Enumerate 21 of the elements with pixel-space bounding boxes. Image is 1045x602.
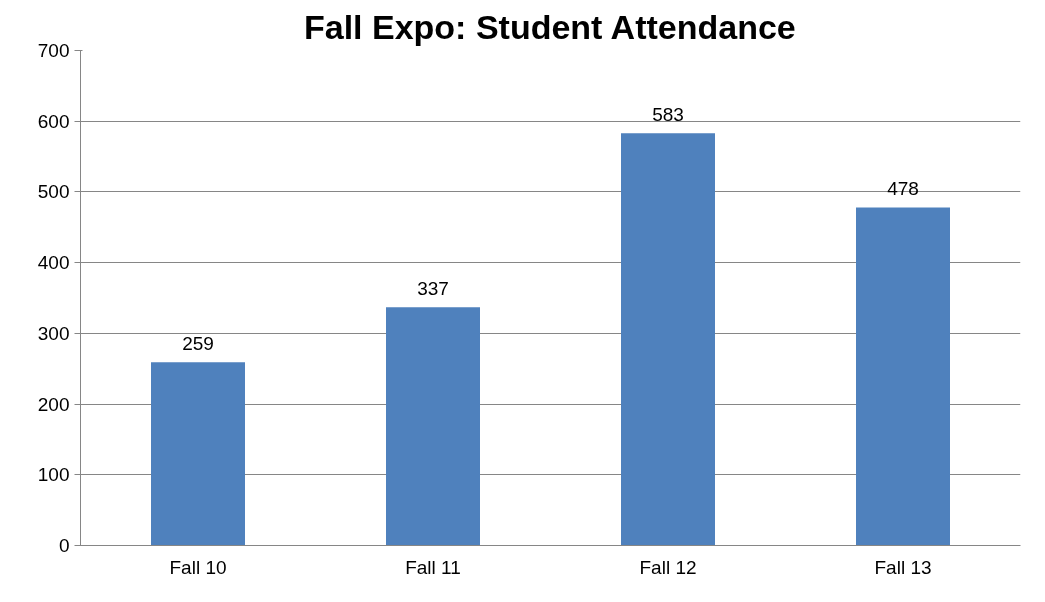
y-tick-label: 500 [37, 181, 70, 203]
x-tick-label: Fall 12 [639, 556, 697, 578]
bar [386, 307, 480, 546]
y-tick-label: 100 [37, 464, 70, 486]
y-tick-label: 300 [37, 322, 70, 344]
data-label: 478 [887, 178, 919, 200]
x-tick-label: Fall 13 [874, 556, 932, 578]
x-tick-label: Fall 10 [169, 556, 227, 578]
bar [856, 207, 950, 546]
data-label: 583 [652, 104, 684, 126]
bar [151, 362, 245, 546]
data-label: 259 [182, 333, 214, 355]
y-tick-label: 600 [37, 110, 70, 132]
y-tick-label: 200 [37, 393, 70, 415]
y-tick-label: 0 [58, 535, 70, 556]
data-label: 337 [417, 278, 449, 300]
y-tick-label: 400 [37, 252, 70, 274]
bar [621, 133, 715, 546]
x-tick-label: Fall 11 [405, 556, 461, 578]
chart-title: Fall Expo: Student Attendance [303, 7, 796, 46]
y-tick-label: 700 [37, 40, 70, 61]
